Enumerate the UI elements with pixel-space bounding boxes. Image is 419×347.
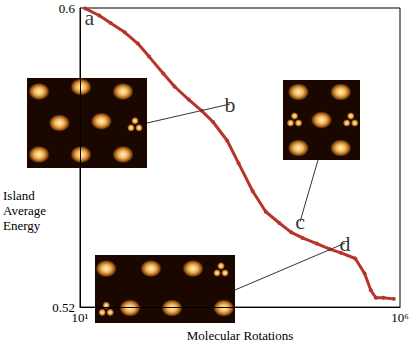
- svg-text:a: a: [84, 5, 94, 30]
- svg-text:Energy: Energy: [3, 218, 41, 233]
- svg-text:c: c: [295, 209, 305, 234]
- svg-text:b: b: [224, 91, 236, 117]
- svg-text:10⁶: 10⁶: [391, 310, 409, 325]
- svg-text:Molecular Rotations: Molecular Rotations: [187, 328, 294, 343]
- svg-text:10¹: 10¹: [72, 310, 89, 325]
- svg-text:d: d: [339, 230, 351, 256]
- svg-text:Average: Average: [3, 203, 49, 218]
- svg-text:0.52: 0.52: [52, 299, 75, 315]
- svg-text:0.6: 0.6: [59, 1, 76, 16]
- svg-text:Island: Island: [3, 188, 38, 203]
